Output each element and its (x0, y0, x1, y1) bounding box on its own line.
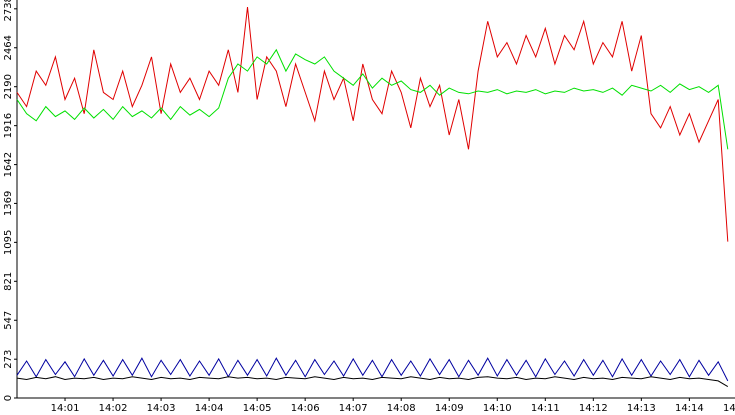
y-tick-label: 1369 (3, 191, 14, 216)
series-line (16, 357, 729, 382)
x-tick-label: 14:06 (291, 403, 320, 414)
x-tick-label: 14:08 (387, 403, 416, 414)
y-tick-label: 2738 (3, 0, 14, 22)
y-tick-label: 0 (3, 395, 14, 401)
x-tick-label: 14:01 (51, 403, 80, 414)
x-tick-label: 14:12 (579, 403, 608, 414)
x-tick-label: 14:07 (339, 403, 368, 414)
series-line (16, 376, 729, 388)
series-line (16, 48, 729, 150)
series-line (16, 7, 729, 242)
x-tick-label: 14:13 (627, 403, 656, 414)
y-tick-label: 2464 (3, 35, 14, 60)
y-tick-label: 1095 (3, 230, 14, 255)
x-tick-label: 14:09 (435, 403, 464, 414)
y-tick-label: 1642 (3, 152, 14, 177)
x-tick-label: 14:03 (147, 403, 176, 414)
x-tick-label: 14:14 (675, 403, 704, 414)
x-tick-label: 14:11 (531, 403, 560, 414)
y-tick-label: 273 (3, 350, 14, 369)
y-tick-label: 2190 (3, 74, 14, 99)
x-tick-label: 14:10 (483, 403, 512, 414)
y-tick-label: 547 (3, 311, 14, 330)
x-tick-label: 14:04 (195, 403, 224, 414)
y-tick-label: 1916 (3, 113, 14, 138)
x-tick-label: 14:05 (243, 403, 272, 414)
x-tick-label: 14:15 (723, 403, 735, 414)
y-tick-label: 821 (3, 272, 14, 291)
x-tick-label: 14:02 (99, 403, 128, 414)
